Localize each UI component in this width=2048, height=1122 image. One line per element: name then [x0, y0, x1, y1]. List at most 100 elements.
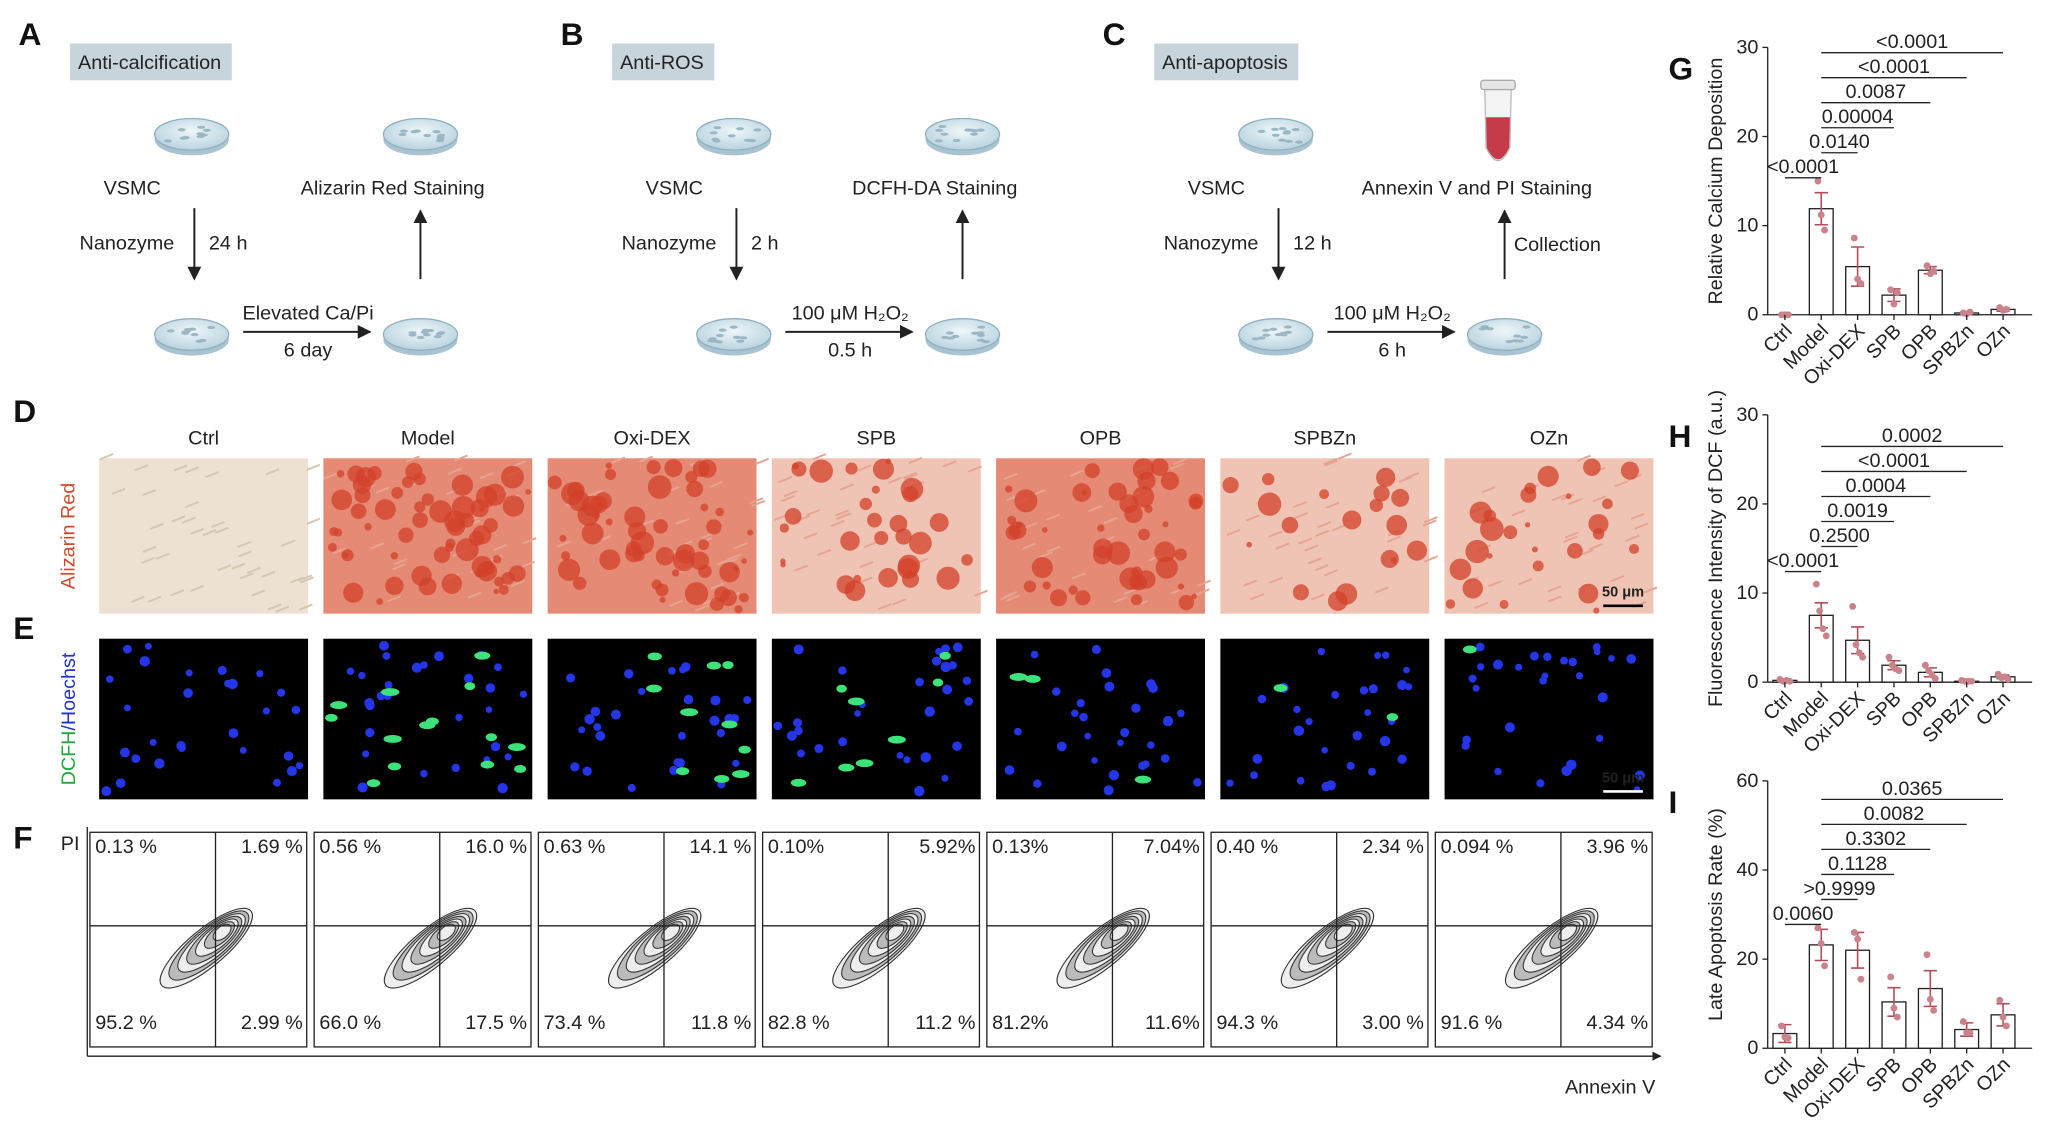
cell-streak — [1307, 557, 1322, 565]
cell-streak — [190, 527, 205, 535]
data-point — [1966, 1029, 1974, 1037]
nucleus — [217, 665, 227, 675]
calcium-nodule — [412, 512, 428, 528]
data-point — [1850, 928, 1858, 936]
calcium-nodule — [871, 485, 880, 494]
ros-cell — [714, 775, 730, 783]
quadrant-value: 0.56 % — [319, 836, 381, 858]
nucleus — [1141, 760, 1150, 769]
cell-streak — [858, 576, 873, 584]
cell-streak — [306, 463, 321, 471]
ros-cell — [514, 764, 527, 773]
calcium-nodule — [391, 487, 404, 499]
panel-letter: B — [561, 16, 584, 52]
cell-streak — [1643, 586, 1658, 594]
nucleus — [566, 673, 576, 683]
calcium-nodule — [715, 507, 725, 517]
cell — [739, 336, 748, 340]
dish-top — [1466, 318, 1543, 351]
calcium-nodule — [1008, 521, 1027, 539]
y-tick-label: 0 — [1747, 671, 1758, 693]
cell-streak — [306, 517, 321, 525]
nucleus — [1608, 655, 1615, 662]
readout-label: Alizarin Red Staining — [301, 177, 485, 199]
cells-label: VSMC — [1188, 177, 1245, 199]
cell — [197, 125, 206, 129]
cell-streak — [202, 528, 217, 537]
data-point — [1821, 226, 1828, 234]
calcium-nodule — [1108, 482, 1127, 501]
cell-streak — [214, 526, 229, 534]
data-point — [1784, 311, 1792, 319]
cell-streak — [375, 486, 390, 494]
p-value: <0.0001 — [1858, 56, 1930, 78]
p-value: 0.0019 — [1827, 500, 1888, 522]
cell — [976, 331, 985, 335]
cell-streak — [173, 464, 188, 472]
calcium-nodule — [1369, 498, 1384, 512]
quadrant-value: 7.04% — [1144, 836, 1200, 858]
nucleus — [1103, 785, 1114, 796]
nucleus — [940, 661, 952, 673]
dish-top — [696, 318, 772, 351]
nucleus — [1529, 651, 1539, 661]
cell — [982, 340, 990, 344]
treatment-time: 24 h — [209, 233, 248, 255]
cell — [935, 128, 944, 132]
cell-streak — [803, 532, 818, 540]
nucleus — [1104, 681, 1115, 692]
calcium-nodule — [1480, 517, 1504, 541]
nucleus — [952, 642, 963, 653]
cells-label: VSMC — [646, 177, 703, 199]
y-tick-label: 20 — [1736, 493, 1758, 515]
nucleus — [1597, 692, 1608, 703]
cell-streak — [99, 453, 114, 461]
calcium-nodule — [1565, 493, 1572, 500]
dish-top — [924, 117, 1001, 151]
quadrant-value: 94.3 % — [1216, 1012, 1278, 1034]
cell-streak — [710, 582, 725, 590]
nucleus — [365, 728, 375, 738]
calcium-nodule — [525, 489, 531, 495]
cell-streak — [1487, 580, 1502, 588]
cell-streak — [557, 540, 572, 548]
cell-streak — [141, 556, 155, 565]
group-label: SPBZn — [1293, 428, 1356, 450]
data-point — [1890, 1004, 1898, 1012]
cell — [196, 134, 205, 139]
calcium-nodule — [476, 560, 498, 582]
cell-streak — [780, 495, 795, 503]
micrograph — [1220, 458, 1430, 614]
cell-streak — [942, 460, 957, 468]
nucleus — [101, 786, 112, 797]
nucleus — [224, 679, 232, 688]
ros-cell — [939, 651, 951, 660]
cell — [166, 329, 175, 333]
cell-streak — [727, 553, 742, 561]
calcium-nodule — [1531, 546, 1538, 553]
calcium-nodule — [1391, 488, 1410, 507]
nucleus — [814, 744, 824, 754]
data-point — [1996, 996, 2004, 1004]
calcium-nodule — [780, 558, 786, 564]
calcium-nodule — [961, 554, 973, 566]
calcium-nodule — [1406, 540, 1428, 561]
calcium-nodule — [1162, 521, 1169, 528]
nucleus — [382, 652, 391, 660]
panel-letter: F — [13, 820, 32, 856]
cell-streak — [857, 464, 872, 472]
cell — [938, 124, 947, 129]
panel-letter: C — [1103, 16, 1126, 52]
cell — [736, 127, 745, 131]
group-label: Ctrl — [188, 428, 219, 450]
nucleus — [903, 756, 911, 764]
calcium-nodule — [792, 462, 799, 470]
ros-cell — [680, 708, 699, 717]
y-tick-label: 30 — [1736, 404, 1758, 426]
ros-cell — [847, 697, 865, 706]
cell-streak — [1250, 593, 1265, 601]
cell — [715, 333, 724, 338]
quadrant-value: 81.2% — [992, 1012, 1048, 1034]
y-axis-label: Late Apoptosis Rate (%) — [1705, 808, 1727, 1021]
calcium-nodule — [1007, 515, 1017, 525]
